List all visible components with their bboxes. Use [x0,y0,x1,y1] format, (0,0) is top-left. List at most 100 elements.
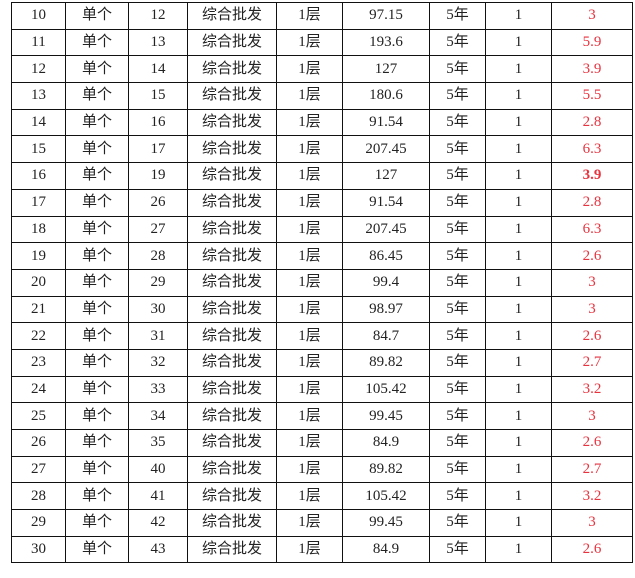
cell-area: 89.82 [342,348,430,377]
cell-area: 89.82 [342,455,430,484]
cell-value: 2.6 [551,242,633,270]
cell-no: 18 [11,215,66,244]
table-row: 11 单个 13 综合批发 1层 193.6 5年 1 5.9 [11,28,633,57]
cell-qty: 1 [485,348,552,377]
cell-use: 综合批发 [187,162,277,190]
cell-qty: 1 [485,268,552,297]
cell-type: 单个 [65,295,129,324]
cell-qty: 1 [485,429,552,457]
cell-type: 单个 [65,482,129,511]
cell-unit: 35 [128,429,188,457]
cell-type: 单个 [65,188,129,217]
table-row: 16 单个 19 综合批发 1层 127 5年 1 3.9 [11,162,633,190]
cell-value: 6.3 [551,135,633,164]
cell-type: 单个 [65,108,129,137]
cell-term: 5年 [429,455,486,484]
cell-floor: 1层 [276,482,343,511]
cell-term: 5年 [429,55,486,84]
cell-no: 11 [11,28,66,57]
cell-use: 综合批发 [187,509,277,537]
cell-unit: 14 [128,55,188,84]
cell-unit: 29 [128,268,188,297]
cell-type: 单个 [65,535,129,564]
cell-term: 5年 [429,348,486,377]
cell-area: 98.97 [342,295,430,324]
cell-use: 综合批发 [187,455,277,484]
cell-qty: 1 [485,295,552,324]
cell-term: 5年 [429,509,486,537]
table-row: 21 单个 30 综合批发 1层 98.97 5年 1 3 [11,295,633,324]
cell-floor: 1层 [276,509,343,537]
cell-floor: 1层 [276,188,343,217]
cell-floor: 1层 [276,375,343,404]
cell-unit: 17 [128,135,188,164]
cell-floor: 1层 [276,242,343,270]
cell-area: 97.15 [342,2,430,30]
cell-no: 12 [11,55,66,84]
cell-type: 单个 [65,242,129,270]
cell-use: 综合批发 [187,375,277,404]
cell-no: 28 [11,482,66,511]
cell-floor: 1层 [276,28,343,57]
cell-area: 193.6 [342,28,430,57]
cell-area: 99.4 [342,268,430,297]
cell-use: 综合批发 [187,108,277,137]
cell-unit: 31 [128,322,188,350]
cell-floor: 1层 [276,55,343,84]
table-row: 15 单个 17 综合批发 1层 207.45 5年 1 6.3 [11,135,633,164]
table-row: 28 单个 41 综合批发 1层 105.42 5年 1 3.2 [11,482,633,511]
cell-area: 207.45 [342,135,430,164]
cell-use: 综合批发 [187,295,277,324]
cell-floor: 1层 [276,402,343,430]
cell-area: 105.42 [342,482,430,511]
cell-term: 5年 [429,242,486,270]
cell-area: 207.45 [342,215,430,244]
cell-value: 2.8 [551,188,633,217]
cell-floor: 1层 [276,348,343,377]
cell-value: 2.6 [551,429,633,457]
listing-table: 10 单个 12 综合批发 1层 97.15 5年 1 3 11 单个 13 综合批发 1层 193.6 5年… [11,2,633,564]
cell-unit: 41 [128,482,188,511]
cell-value: 3 [551,295,633,324]
cell-type: 单个 [65,322,129,350]
cell-qty: 1 [485,375,552,404]
cell-area: 99.45 [342,509,430,537]
table-row: 26 单个 35 综合批发 1层 84.9 5年 1 2.6 [11,429,633,457]
cell-area: 91.54 [342,108,430,137]
cell-floor: 1层 [276,215,343,244]
cell-use: 综合批发 [187,82,277,110]
cell-type: 单个 [65,348,129,377]
cell-type: 单个 [65,509,129,537]
cell-type: 单个 [65,375,129,404]
cell-term: 5年 [429,2,486,30]
cell-unit: 42 [128,509,188,537]
cell-area: 180.6 [342,82,430,110]
cell-unit: 43 [128,535,188,564]
cell-no: 21 [11,295,66,324]
cell-no: 30 [11,535,66,564]
cell-value: 2.6 [551,535,633,564]
cell-no: 20 [11,268,66,297]
cell-qty: 1 [485,55,552,84]
cell-use: 综合批发 [187,188,277,217]
cell-use: 综合批发 [187,215,277,244]
cell-qty: 1 [485,28,552,57]
table-row: 29 单个 42 综合批发 1层 99.45 5年 1 3 [11,509,633,537]
cell-term: 5年 [429,268,486,297]
cell-floor: 1层 [276,455,343,484]
cell-use: 综合批发 [187,322,277,350]
table-row: 24 单个 33 综合批发 1层 105.42 5年 1 3.2 [11,375,633,404]
cell-floor: 1层 [276,322,343,350]
cell-qty: 1 [485,135,552,164]
cell-no: 24 [11,375,66,404]
cell-area: 127 [342,162,430,190]
cell-no: 26 [11,429,66,457]
cell-term: 5年 [429,429,486,457]
cell-use: 综合批发 [187,28,277,57]
cell-unit: 34 [128,402,188,430]
cell-unit: 30 [128,295,188,324]
cell-value: 5.5 [551,82,633,110]
cell-unit: 33 [128,375,188,404]
table-row: 20 单个 29 综合批发 1层 99.4 5年 1 3 [11,268,633,297]
cell-unit: 27 [128,215,188,244]
